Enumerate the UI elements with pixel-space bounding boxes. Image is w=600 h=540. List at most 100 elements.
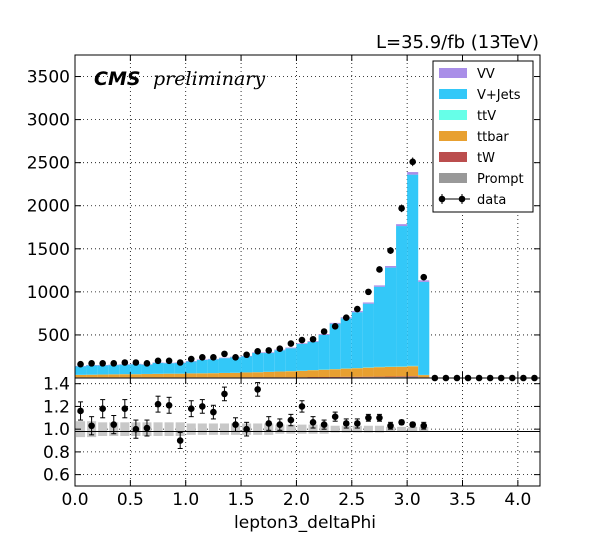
data-point bbox=[243, 351, 250, 359]
ratio-point bbox=[254, 386, 261, 393]
legend-swatch-ttbar bbox=[439, 131, 467, 141]
bar-tw bbox=[385, 376, 397, 378]
bar-v-jets bbox=[97, 365, 109, 375]
bar-v-jets bbox=[396, 226, 408, 367]
data-point bbox=[387, 247, 394, 254]
ratio-band-segment bbox=[297, 424, 307, 434]
ratio-point bbox=[199, 403, 206, 410]
ratio-point bbox=[309, 419, 317, 426]
bar-v-jets bbox=[362, 303, 374, 368]
bar-tw bbox=[351, 376, 363, 378]
data-point bbox=[132, 359, 140, 366]
bar-v-jets bbox=[218, 358, 230, 373]
bar-ttbar bbox=[407, 366, 419, 377]
ratio-y-tick-label: 1.4 bbox=[43, 375, 70, 395]
bar-v-jets bbox=[340, 318, 352, 369]
bar-ttbar bbox=[252, 372, 264, 378]
x-tick-label: 3.5 bbox=[449, 490, 476, 510]
bar-v-jets bbox=[86, 365, 98, 375]
ratio-point bbox=[298, 403, 306, 410]
bar-ttbar bbox=[396, 366, 408, 377]
data-point bbox=[320, 328, 328, 335]
ratio-point bbox=[398, 419, 405, 426]
ratio-axis-ticks: 0.6 0.8 1.0 1.21.4 0.0 0.5 1.0 1.5 2.0 2.5 3.0 3.5 4… bbox=[43, 375, 540, 510]
bar-v-jets bbox=[207, 359, 219, 374]
data-point bbox=[143, 360, 151, 367]
ratio-point bbox=[77, 407, 84, 415]
bar-ttbar bbox=[130, 374, 142, 378]
bar-v-jets bbox=[196, 359, 208, 374]
bar-vv bbox=[218, 357, 230, 359]
ratio-point bbox=[210, 408, 217, 416]
ratio-y-tick-label: 1.0 bbox=[43, 420, 70, 440]
ratio-band-segment bbox=[98, 422, 108, 436]
bar-v-jets bbox=[230, 357, 242, 373]
data-point bbox=[298, 336, 306, 344]
data-point bbox=[121, 359, 129, 366]
bar-v-jets bbox=[174, 363, 186, 374]
x-tick-label: 0.0 bbox=[61, 490, 88, 510]
ratio-band-segment bbox=[164, 422, 174, 436]
data-point bbox=[265, 347, 273, 354]
bar-v-jets bbox=[274, 350, 286, 372]
bar-ttbar bbox=[97, 374, 109, 378]
bar-v-jets bbox=[163, 363, 175, 374]
ratio-point bbox=[221, 390, 228, 398]
main-axis-ticks: 500 1000 1500 2000 2500 3000 3500 bbox=[27, 55, 540, 378]
bar-v-jets bbox=[108, 365, 120, 375]
ratio-point bbox=[232, 421, 239, 428]
bar-v-jets bbox=[141, 364, 153, 374]
bar-v-jets bbox=[351, 312, 363, 369]
ratio-uncertainty-band bbox=[76, 421, 429, 438]
ratio-point bbox=[243, 425, 250, 433]
ratio-point bbox=[265, 420, 273, 427]
bar-ttbar bbox=[241, 372, 253, 378]
data-point bbox=[376, 266, 383, 273]
data-point bbox=[210, 354, 217, 361]
x-tick-label: 2.0 bbox=[283, 490, 310, 510]
luminosity-label: L=35.9/fb (13TeV) bbox=[376, 32, 539, 53]
ratio-point bbox=[176, 437, 184, 444]
stacked-histogram bbox=[75, 172, 430, 378]
x-tick-label: 1.0 bbox=[172, 490, 199, 510]
bar-ttbar bbox=[307, 370, 319, 378]
bar-prompt bbox=[407, 376, 419, 378]
ratio-band-segment bbox=[330, 425, 340, 433]
bar-tw bbox=[340, 376, 352, 378]
x-tick-label: 4.0 bbox=[504, 490, 531, 510]
x-axis-title: lepton3_deltaPhi bbox=[234, 513, 376, 533]
bar-tw bbox=[396, 376, 408, 377]
ratio-point bbox=[187, 405, 195, 412]
bar-ttbar bbox=[373, 367, 385, 377]
bar-v-jets bbox=[263, 353, 275, 372]
bar-ttbar bbox=[418, 375, 430, 378]
bar-ttbar bbox=[86, 374, 98, 378]
data-point bbox=[276, 345, 284, 353]
y-tick-label: 1000 bbox=[27, 283, 70, 303]
bar-ttbar bbox=[296, 370, 308, 378]
ratio-band-segment bbox=[374, 425, 384, 433]
bar-ttbar bbox=[141, 374, 153, 378]
ratio-band-segment bbox=[219, 423, 229, 435]
data-point bbox=[331, 323, 339, 330]
legend: VV V+Jets ttV ttbar tW Prompt data bbox=[432, 60, 534, 213]
data-point bbox=[287, 340, 295, 347]
preliminary-label: preliminary bbox=[153, 68, 265, 90]
ratio-band-segment bbox=[397, 426, 407, 432]
bar-vv bbox=[296, 343, 308, 344]
bar-v-jets bbox=[407, 174, 419, 366]
y-tick-label: 3500 bbox=[27, 68, 70, 88]
bar-v-jets bbox=[119, 364, 131, 375]
data-point bbox=[420, 273, 428, 281]
bar-v-jets bbox=[185, 361, 197, 374]
ratio-point bbox=[331, 413, 339, 420]
bar-v-jets bbox=[252, 353, 264, 373]
x-tick-label: 2.5 bbox=[338, 490, 365, 510]
ratio-point bbox=[99, 405, 106, 412]
ratio-point bbox=[143, 424, 151, 432]
ratio-y-tick-label: 0.6 bbox=[43, 466, 70, 486]
bar-v-jets bbox=[296, 343, 308, 371]
bar-v-jets bbox=[130, 364, 142, 375]
bar-ttbar bbox=[362, 367, 374, 377]
